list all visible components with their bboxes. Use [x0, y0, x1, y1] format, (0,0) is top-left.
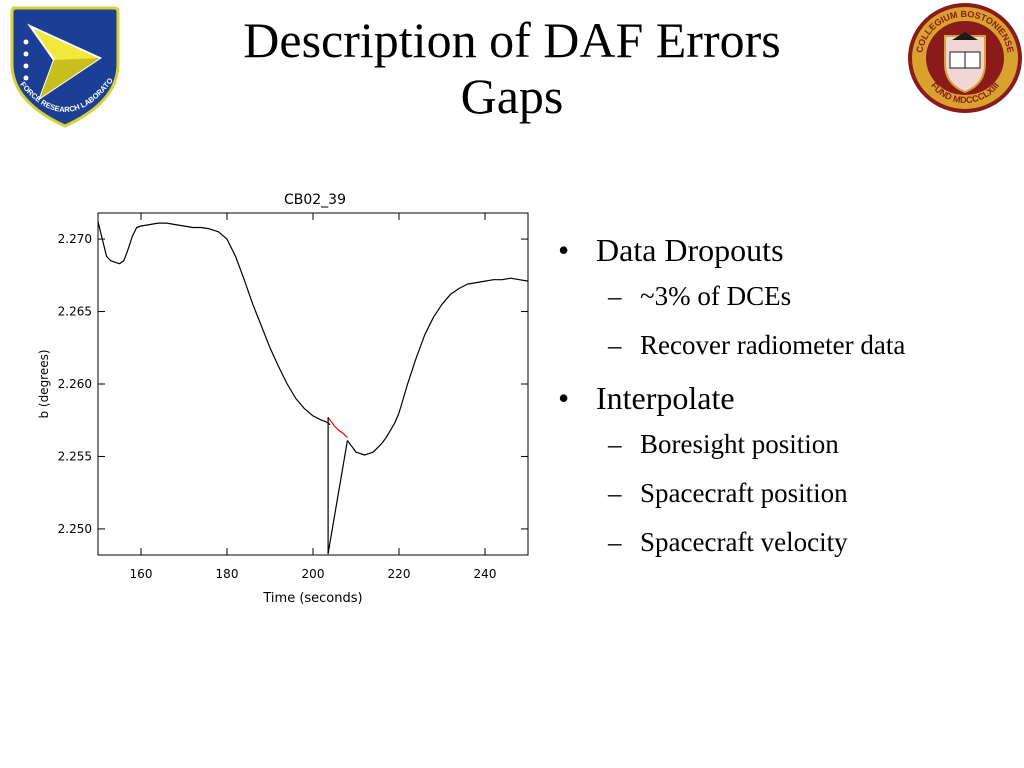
signal-line-before-gap	[97, 221, 331, 426]
slide-title: Description of DAF Errors Gaps	[150, 12, 874, 124]
sub-bullet-marker: –	[608, 330, 622, 360]
sub-bullet-dce-percent: – ~3% of DCEs	[558, 278, 1018, 315]
slide-title-line-2: Gaps	[460, 68, 564, 124]
sub-bullet-text: ~3% of DCEs	[640, 281, 792, 311]
y-tick-label: 2.270	[58, 232, 92, 246]
chart-title: CB02_39	[284, 192, 346, 208]
bullet-data-dropouts: • Data Dropouts	[558, 228, 1018, 272]
bullet-interpolate: • Interpolate	[558, 376, 1018, 420]
series-layer	[97, 221, 529, 555]
sub-bullet-text: Spacecraft velocity	[640, 527, 848, 557]
bullet-text: Interpolate	[596, 380, 735, 416]
bullet-marker: •	[558, 232, 570, 268]
bullet-list: • Data Dropouts – ~3% of DCEs – Recover …	[558, 222, 1018, 573]
sub-bullet-text: Spacecraft position	[640, 478, 848, 508]
y-axis-label: b (degrees)	[37, 349, 51, 418]
x-tick-label: 180	[216, 567, 239, 581]
y-tick-label: 2.250	[58, 522, 92, 536]
sub-bullet-marker: –	[608, 429, 622, 459]
afrl-logo: AIR FORCE RESEARCH LABORATORY	[4, 2, 126, 130]
x-axis-label: Time (seconds)	[262, 591, 362, 606]
bullet-text: Data Dropouts	[596, 232, 784, 268]
chart: CB02_39 160 180 200 220 240 2.250 2.255 2.260 2…	[28, 186, 540, 610]
chart-svg: CB02_39 160 180 200 220 240 2.2502.2552.2602…	[37, 192, 529, 606]
sub-bullet-text: Boresight position	[640, 429, 839, 459]
x-tick-label: 160	[130, 567, 153, 581]
x-tick-label: 220	[388, 567, 411, 581]
sub-bullet-marker: –	[608, 281, 622, 311]
sub-bullet-recover-radiometer: – Recover radiometer data	[558, 327, 1018, 364]
interpolated-segment-line	[327, 416, 348, 439]
y-tick-label: 2.265	[58, 305, 92, 319]
y-tick-label: 2.260	[58, 377, 92, 391]
x-tick-label: 240	[474, 567, 497, 581]
sub-bullet-marker: –	[608, 527, 622, 557]
bullet-marker: •	[558, 380, 570, 416]
signal-line-after-gap	[346, 277, 529, 456]
sub-bullet-marker: –	[608, 478, 622, 508]
x-tick-label: 200	[302, 567, 325, 581]
plot-frame	[97, 212, 529, 556]
x-axis-ticks: 160 180 200 220 240	[130, 213, 497, 581]
sub-bullet-text: Recover radiometer data	[640, 330, 906, 360]
sub-bullet-boresight: – Boresight position	[558, 426, 1018, 463]
sub-bullet-spacecraft-velocity: – Spacecraft velocity	[558, 524, 1018, 561]
sub-bullet-spacecraft-position: – Spacecraft position	[558, 475, 1018, 512]
dropout-spike-line	[327, 417, 348, 555]
y-axis-ticks: 2.250 2.255 2.260 2.265 2.270	[58, 232, 528, 536]
y-tick-label: 2.255	[58, 449, 92, 463]
boston-college-seal: COLLEGIUM BOSTONIENSE FUND MDCCCLXIII	[906, 2, 1024, 114]
slide-title-line-1: Description of DAF Errors	[243, 12, 781, 68]
